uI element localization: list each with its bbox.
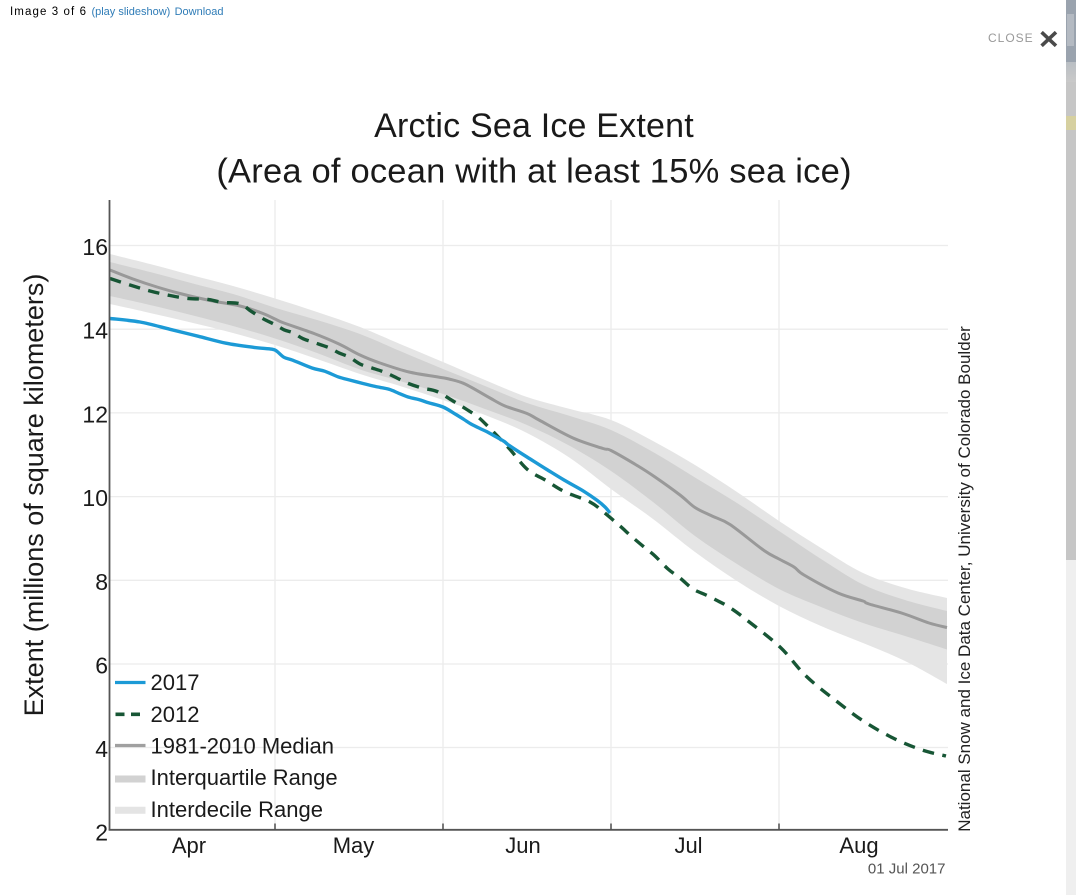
svg-text:Arctic Sea Ice Extent: Arctic Sea Ice Extent <box>374 107 694 145</box>
svg-text:National Snow and Ice Data Cen: National Snow and Ice Data Center, Unive… <box>955 326 974 832</box>
svg-text:8: 8 <box>95 569 108 595</box>
svg-text:2017: 2017 <box>151 670 200 695</box>
svg-text:6: 6 <box>95 653 108 679</box>
svg-text:1981-2010 Median: 1981-2010 Median <box>151 734 334 759</box>
svg-text:2: 2 <box>95 820 108 846</box>
svg-text:(Area of ocean with at least 1: (Area of ocean with at least 15% sea ice… <box>216 153 851 191</box>
svg-text:01 Jul 2017: 01 Jul 2017 <box>868 861 946 878</box>
svg-text:Apr: Apr <box>172 833 206 858</box>
svg-text:2012: 2012 <box>151 702 200 727</box>
svg-text:Aug: Aug <box>839 833 878 858</box>
svg-text:14: 14 <box>82 318 108 344</box>
svg-text:Jun: Jun <box>505 833 540 858</box>
svg-text:Interdecile Range: Interdecile Range <box>151 797 323 822</box>
svg-text:16: 16 <box>82 234 108 260</box>
svg-text:12: 12 <box>82 401 108 427</box>
svg-text:4: 4 <box>95 736 108 762</box>
svg-text:May: May <box>333 833 375 858</box>
svg-text:10: 10 <box>82 485 108 511</box>
svg-text:Interquartile Range: Interquartile Range <box>151 765 338 790</box>
svg-text:Extent (millions of square kil: Extent (millions of square kilometers) <box>19 274 49 717</box>
svg-text:Jul: Jul <box>674 833 702 858</box>
